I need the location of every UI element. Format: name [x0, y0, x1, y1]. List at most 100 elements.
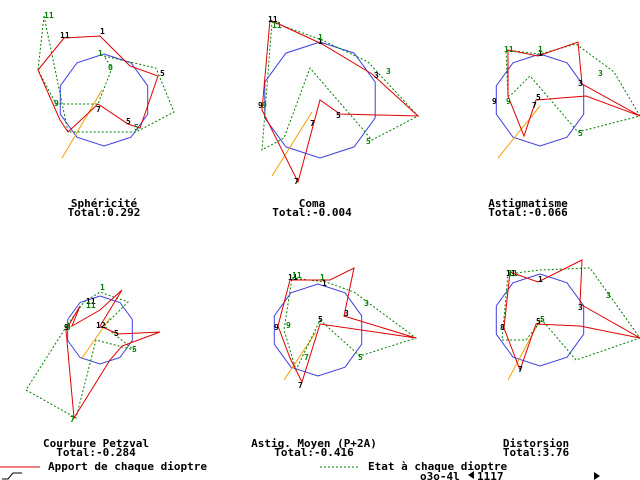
dioptre-number: 1 [318, 33, 323, 42]
dioptre-number: 11 [60, 31, 70, 40]
etat-polyline [25, 291, 135, 419]
dioptre-number: 7 [518, 365, 523, 374]
panel-total-1: Total:0.292 [68, 206, 141, 219]
dioptre-number: 5 [536, 317, 541, 326]
apport-polyline [37, 35, 159, 133]
dioptre-number: 11 [504, 45, 514, 54]
dioptre-number: 7 [96, 105, 101, 114]
dioptre-number: 9 [506, 97, 511, 106]
panel-title-6: Distorsion [503, 437, 569, 450]
dioptre-number: 3 [374, 71, 379, 80]
dioptre-number: 1 [100, 283, 105, 292]
dioptre-number: 9 [66, 323, 71, 332]
reference-decagon [495, 273, 585, 367]
dioptre-number: 7 [294, 177, 299, 186]
dioptre-number: 3 [598, 69, 603, 78]
dioptre-number: 11 [86, 297, 96, 306]
reference-decagon [67, 295, 133, 365]
dioptre-number: 11 [86, 301, 96, 310]
right-arrow-icon[interactable] [594, 472, 600, 480]
panel-total-6: Total:3.76 [503, 446, 570, 459]
dioptre-number: 1 [322, 279, 327, 288]
dioptre-number: 3 [344, 309, 349, 318]
etat-polyline [283, 277, 418, 372]
dioptre-number: 5 [358, 353, 363, 362]
left-arrow-icon[interactable] [468, 471, 474, 479]
panel-title-4: Courbure Petzval [43, 437, 149, 450]
panel-total-5: Total:-0.416 [274, 446, 354, 459]
panel-total-4: Total:-0.284 [56, 446, 136, 459]
dioptre-number: 11 [272, 21, 282, 30]
dioptre-number: 5 [336, 111, 341, 120]
legend-etat-label: Etat à chaque dioptre [368, 460, 507, 473]
dioptre-number: 11 [268, 15, 278, 24]
panel-title-5: Astig. Moyen (P+2A) [251, 437, 377, 450]
dioptre-number: 1 [538, 275, 543, 284]
dioptre-number: 3 [578, 303, 583, 312]
reference-decagon [264, 41, 376, 159]
dioptre-number: 3 [386, 67, 391, 76]
dioptre-number: 7 [532, 101, 537, 110]
panel-title-3: Astigmatisme [488, 197, 568, 210]
reference-decagon [495, 53, 585, 147]
legend-apport-label: Apport de chaque dioptre [48, 460, 207, 473]
dioptre-number: 1 [538, 49, 543, 58]
dioptre-number: 3 [606, 291, 611, 300]
dioptre-number: 1 [538, 45, 543, 54]
dioptre-number: 1 [100, 27, 105, 36]
dioptre-number: 11 [44, 11, 54, 20]
dioptre-number: 8 [500, 323, 505, 332]
footer-code: o3o-4l [420, 470, 460, 480]
ray-line [61, 89, 103, 159]
dioptre-number: 11 [292, 271, 302, 280]
dioptre-number: 1 [98, 49, 103, 58]
dioptre-number: 0 [108, 63, 113, 72]
panel-title-2: Coma [299, 197, 326, 210]
apport-polyline [503, 259, 640, 372]
dioptre-number: 5 [536, 93, 541, 102]
ray-line [497, 105, 541, 159]
dioptre-number: 3 [578, 79, 583, 88]
corner-mark-icon [2, 472, 22, 480]
apport-polyline [507, 41, 640, 138]
dioptre-number: 9 [64, 323, 69, 332]
dioptre-number: 7 [304, 353, 309, 362]
reference-decagon [59, 53, 149, 147]
ray-line [507, 319, 541, 381]
dioptre-number: 5 [134, 123, 139, 132]
etat-polyline [501, 267, 640, 361]
reference-decagon [273, 283, 363, 377]
dioptre-number: 1 [320, 273, 325, 282]
dioptre-number: 5 [160, 69, 165, 78]
dioptre-number: 1 [318, 37, 323, 46]
dioptre-number: 5 [126, 117, 131, 126]
dioptre-number: 12 [96, 321, 106, 330]
ray-line [271, 111, 313, 177]
dioptre-number: 5 [540, 315, 545, 324]
panel-title-1: Sphéricité [71, 197, 138, 210]
ray-line [283, 331, 317, 381]
etat-polyline [505, 43, 640, 133]
etat-polyline [261, 21, 419, 151]
dioptre-number: 9 [286, 321, 291, 330]
dioptre-number: 11 [288, 273, 298, 282]
dioptre-number: 7 [310, 119, 315, 128]
dioptre-number: 5 [114, 329, 119, 338]
dioptre-number: 7 [298, 381, 303, 390]
dioptre-number: 5 [578, 129, 583, 138]
dioptre-number: 11 [508, 269, 518, 278]
dioptre-number: 5 [366, 137, 371, 146]
dioptre-number: 5 [132, 345, 137, 354]
dioptre-number: 9 [262, 101, 267, 110]
dioptre-number: 11 [506, 269, 516, 278]
dioptre-number: 7 [70, 415, 75, 424]
dioptre-number: 9 [274, 323, 279, 332]
panel-total-3: Total:-0.066 [488, 206, 568, 219]
